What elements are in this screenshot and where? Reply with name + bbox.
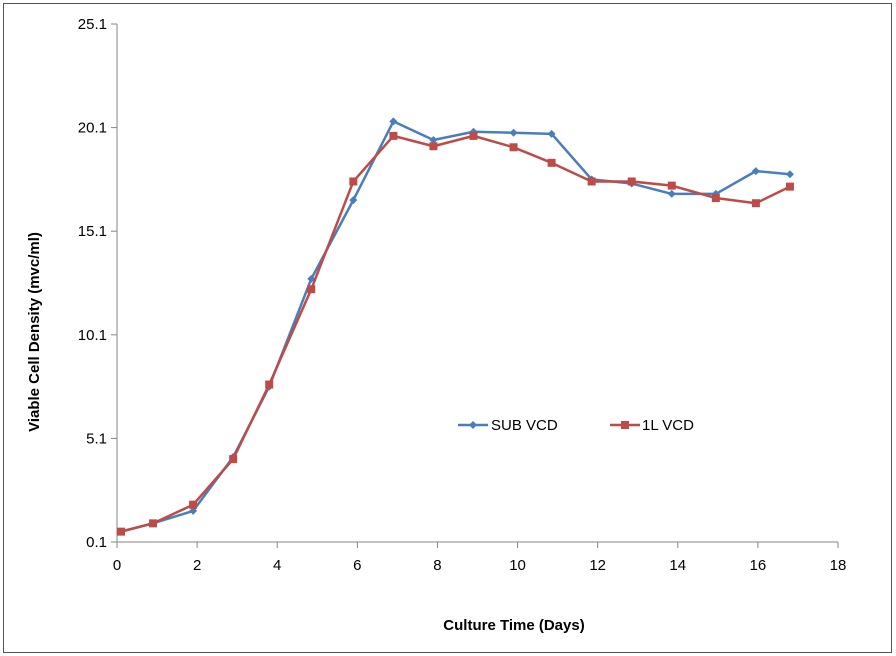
x-tick-label: 16: [750, 557, 767, 574]
data-point: [751, 167, 760, 176]
chart-axes: 0 2 4 6 8 10 12 14 16 18 0.1 5.1 10.1 15.1 20.1 25.1: [78, 16, 847, 574]
data-point: [429, 142, 438, 151]
x-tick-label: 18: [830, 557, 847, 574]
series-1l-vcd: [117, 131, 794, 536]
data-point: [265, 380, 274, 389]
data-point: [149, 519, 158, 528]
data-point: [429, 136, 438, 145]
x-tick-label: 14: [669, 557, 686, 574]
data-point: [229, 455, 238, 464]
data-point: [547, 158, 556, 167]
data-point: [667, 181, 676, 190]
data-point: [117, 527, 126, 536]
legend-entry: 1L VCD: [610, 417, 694, 434]
legend: SUB VCD 1L VCD: [458, 417, 694, 434]
data-point: [509, 143, 518, 152]
legend-marker: [621, 421, 629, 429]
y-tick-label: 20.1: [78, 120, 107, 137]
data-point: [349, 177, 358, 186]
data-point: [627, 177, 636, 186]
x-tick-label: 12: [589, 557, 606, 574]
x-tick-label: 6: [353, 557, 361, 574]
legend-label: 1L VCD: [642, 417, 694, 434]
x-tick-label: 4: [273, 557, 281, 574]
data-point: [469, 131, 478, 140]
y-tick-label: 5.1: [86, 430, 107, 447]
legend-marker: [469, 421, 477, 429]
y-tick-label: 0.1: [86, 534, 107, 551]
series-line: [120, 120, 791, 533]
chart-frame: [3, 3, 892, 653]
x-tick-label: 0: [113, 557, 121, 574]
data-point: [751, 199, 760, 208]
y-tick-label: 15.1: [78, 223, 107, 240]
x-axis-title: Culture Time (Days): [443, 617, 584, 634]
data-point: [667, 189, 676, 198]
data-point: [389, 131, 398, 140]
data-point: [547, 129, 556, 138]
data-point: [785, 182, 794, 191]
y-axis-title: Viable Cell Density (mvc/ml): [26, 232, 43, 432]
series-layer: [117, 117, 794, 536]
data-point: [189, 500, 198, 509]
series-sub-vcd: [117, 117, 794, 536]
data-point: [711, 194, 720, 203]
data-point: [587, 177, 596, 186]
y-tick-label: 25.1: [78, 16, 107, 33]
y-tick-label: 10.1: [78, 327, 107, 344]
data-point: [509, 128, 518, 137]
legend-entry: SUB VCD: [458, 417, 558, 434]
series-line: [120, 134, 791, 533]
x-tick-label: 10: [509, 557, 526, 574]
x-tick-label: 2: [193, 557, 201, 574]
data-point: [349, 196, 358, 205]
data-point: [189, 506, 198, 515]
data-point: [307, 285, 316, 294]
legend-label: SUB VCD: [491, 417, 558, 434]
data-point: [389, 117, 398, 126]
data-point: [785, 170, 794, 179]
x-tick-label: 8: [433, 557, 441, 574]
